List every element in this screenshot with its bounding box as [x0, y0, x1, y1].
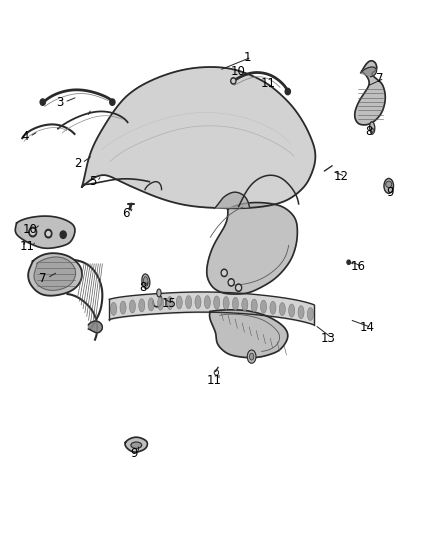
- Polygon shape: [215, 192, 250, 208]
- Circle shape: [45, 229, 52, 238]
- Ellipse shape: [148, 298, 154, 311]
- Polygon shape: [28, 253, 82, 296]
- Circle shape: [230, 280, 233, 285]
- Polygon shape: [34, 257, 76, 290]
- Text: 10: 10: [22, 223, 37, 236]
- Circle shape: [110, 99, 115, 106]
- Ellipse shape: [370, 122, 375, 133]
- Text: 11: 11: [260, 77, 275, 90]
- Text: 6: 6: [122, 207, 129, 220]
- Text: 11: 11: [20, 240, 35, 253]
- Ellipse shape: [176, 296, 182, 309]
- Text: 4: 4: [21, 130, 29, 143]
- Ellipse shape: [233, 297, 239, 310]
- Circle shape: [221, 269, 227, 277]
- Ellipse shape: [298, 305, 304, 319]
- Text: 8: 8: [139, 281, 147, 294]
- Text: 15: 15: [162, 297, 177, 310]
- Polygon shape: [207, 203, 297, 294]
- Ellipse shape: [129, 300, 135, 313]
- Circle shape: [31, 229, 35, 235]
- Ellipse shape: [158, 297, 163, 310]
- Circle shape: [223, 271, 226, 275]
- Circle shape: [47, 231, 50, 236]
- Ellipse shape: [386, 181, 392, 188]
- Circle shape: [236, 284, 242, 292]
- Ellipse shape: [186, 296, 192, 309]
- Circle shape: [232, 79, 235, 83]
- Text: 11: 11: [207, 374, 222, 387]
- Polygon shape: [88, 321, 102, 333]
- Text: 3: 3: [57, 95, 64, 109]
- Circle shape: [231, 78, 236, 84]
- Text: 10: 10: [231, 65, 246, 78]
- Ellipse shape: [195, 295, 201, 309]
- Ellipse shape: [214, 296, 220, 309]
- Text: 9: 9: [131, 447, 138, 459]
- Ellipse shape: [157, 289, 161, 297]
- Ellipse shape: [279, 303, 285, 316]
- Ellipse shape: [371, 128, 374, 134]
- Ellipse shape: [111, 302, 117, 316]
- Text: 2: 2: [74, 157, 81, 169]
- Text: 16: 16: [351, 260, 366, 273]
- Ellipse shape: [120, 301, 126, 314]
- Circle shape: [40, 99, 46, 106]
- Polygon shape: [15, 216, 75, 248]
- Text: 5: 5: [89, 175, 96, 188]
- Polygon shape: [360, 67, 377, 77]
- Ellipse shape: [242, 298, 248, 311]
- Ellipse shape: [131, 442, 142, 448]
- Ellipse shape: [270, 301, 276, 314]
- Text: 9: 9: [386, 186, 394, 199]
- Polygon shape: [125, 437, 148, 452]
- Ellipse shape: [384, 179, 393, 193]
- Circle shape: [228, 279, 234, 286]
- Ellipse shape: [139, 299, 145, 312]
- Circle shape: [285, 88, 290, 95]
- Polygon shape: [355, 61, 385, 125]
- Ellipse shape: [142, 274, 150, 289]
- Text: 7: 7: [39, 272, 46, 285]
- Text: 14: 14: [360, 321, 374, 334]
- Text: 13: 13: [320, 332, 335, 344]
- Ellipse shape: [167, 296, 173, 310]
- Polygon shape: [209, 310, 288, 358]
- Circle shape: [60, 231, 66, 238]
- Ellipse shape: [261, 300, 267, 313]
- Ellipse shape: [223, 296, 229, 310]
- Circle shape: [29, 227, 37, 237]
- Ellipse shape: [250, 353, 254, 360]
- Text: 8: 8: [365, 125, 373, 138]
- Text: 12: 12: [333, 170, 348, 183]
- Ellipse shape: [289, 304, 295, 317]
- Ellipse shape: [307, 308, 314, 320]
- Polygon shape: [82, 67, 315, 208]
- Text: 7: 7: [376, 72, 384, 85]
- Ellipse shape: [204, 296, 210, 309]
- Circle shape: [347, 260, 350, 264]
- Text: 1: 1: [244, 51, 251, 63]
- Circle shape: [237, 286, 240, 290]
- Ellipse shape: [144, 277, 148, 286]
- Ellipse shape: [251, 299, 257, 312]
- Ellipse shape: [247, 350, 256, 364]
